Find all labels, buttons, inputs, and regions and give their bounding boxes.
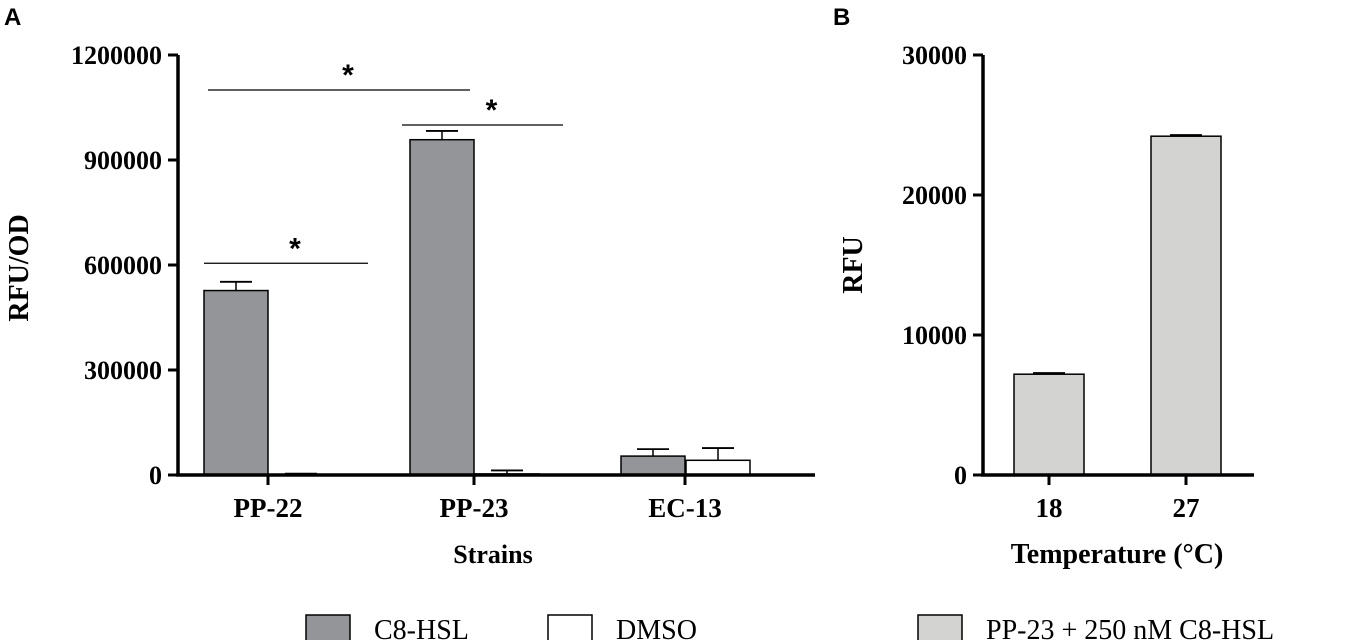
legend-swatch-pp23 — [917, 614, 963, 640]
y-tick-label: 0 — [149, 461, 162, 490]
legend-label-c8-hsl: C8-HSL — [374, 615, 469, 640]
y-tick-label: 300000 — [84, 356, 162, 385]
x-tick-label-pp-23: PP-23 — [440, 493, 509, 523]
y-tick-label: 900000 — [84, 146, 162, 175]
y-tick-label: 30000 — [902, 41, 967, 70]
x-tick-label-ec-13: EC-13 — [648, 493, 722, 523]
legend-swatch-dmso — [547, 614, 593, 640]
a-y-axis-label: RFU/OD — [4, 214, 35, 321]
chart-b: 0 10000 20000 30000 18 27 Temperature (°C) RF… — [838, 41, 1254, 570]
y-tick-label: 600000 — [84, 251, 162, 280]
bar-c8-hsl-pp-23 — [409, 138, 475, 476]
significance-star: * — [486, 94, 498, 127]
bar-dmso-ec-13 — [685, 459, 751, 476]
y-tick-label: 0 — [954, 461, 967, 490]
legend-label-pp23: PP-23 + 250 nM C8-HSL — [986, 615, 1274, 640]
y-tick-label: 1200000 — [71, 41, 162, 70]
bar-c8-hsl-pp-22 — [203, 289, 269, 476]
panel-label-a: A — [4, 4, 21, 31]
legend-a: C8-HSL DMSO — [305, 614, 697, 640]
legend-b: PP-23 + 250 nM C8-HSL — [917, 614, 1274, 640]
a-x-axis-label: Strains — [453, 540, 532, 569]
significance-star: * — [289, 232, 301, 265]
panel-label-b: B — [833, 4, 850, 31]
y-tick-label: 20000 — [902, 181, 967, 210]
y-tick-label: 10000 — [902, 321, 967, 350]
x-tick-label-18: 18 — [1036, 493, 1063, 523]
bar-c8-hsl-ec-13 — [620, 455, 686, 476]
legend-label-dmso: DMSO — [616, 615, 697, 640]
significance-star: * — [342, 59, 354, 92]
bar-pp-23-250-nm-c8-hsl-27 — [1150, 135, 1222, 476]
chart-a: 0 300000 600000 900000 1200000 PP-22 PP-23 EC-1… — [4, 41, 815, 569]
x-tick-label-27: 27 — [1173, 493, 1200, 523]
b-y-axis-label: RFU — [838, 236, 869, 294]
legend-swatch-c8-hsl — [305, 614, 351, 640]
b-x-axis-label: Temperature (°C) — [1011, 539, 1224, 570]
x-tick-label-pp-22: PP-22 — [234, 493, 303, 523]
bar-pp-23-250-nm-c8-hsl-18 — [1013, 373, 1085, 476]
